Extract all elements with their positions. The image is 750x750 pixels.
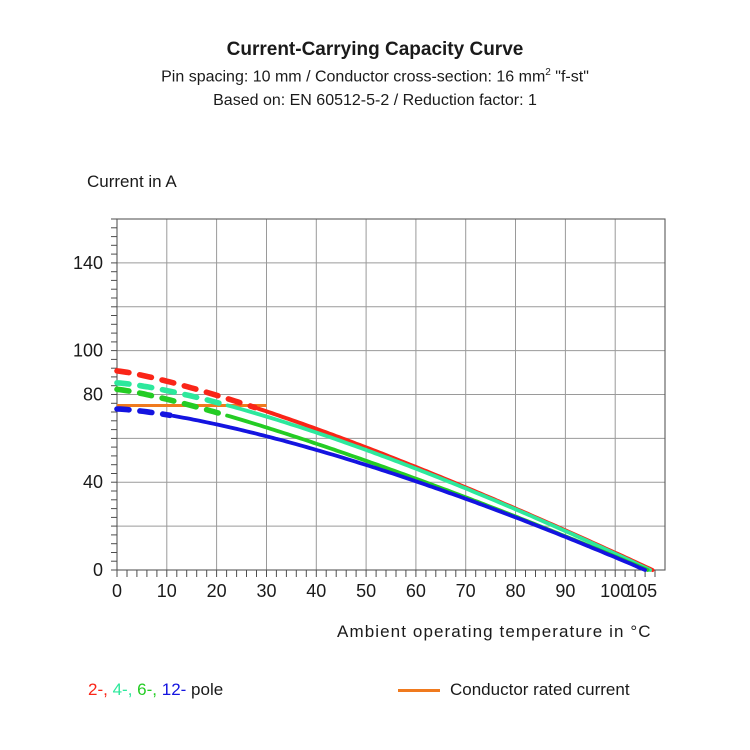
svg-text:60: 60 <box>406 581 426 601</box>
svg-text:0: 0 <box>93 560 103 580</box>
svg-text:50: 50 <box>356 581 376 601</box>
svg-text:0: 0 <box>112 581 122 601</box>
svg-text:40: 40 <box>306 581 326 601</box>
svg-text:70: 70 <box>456 581 476 601</box>
svg-text:100: 100 <box>73 341 103 361</box>
svg-text:10: 10 <box>157 581 177 601</box>
svg-text:80: 80 <box>505 581 525 601</box>
svg-text:30: 30 <box>256 581 276 601</box>
svg-text:80: 80 <box>83 385 103 405</box>
svg-text:105: 105 <box>627 581 657 601</box>
svg-text:140: 140 <box>73 253 103 273</box>
svg-text:40: 40 <box>83 472 103 492</box>
svg-text:20: 20 <box>207 581 227 601</box>
svg-text:90: 90 <box>555 581 575 601</box>
svg-text:100: 100 <box>600 581 630 601</box>
